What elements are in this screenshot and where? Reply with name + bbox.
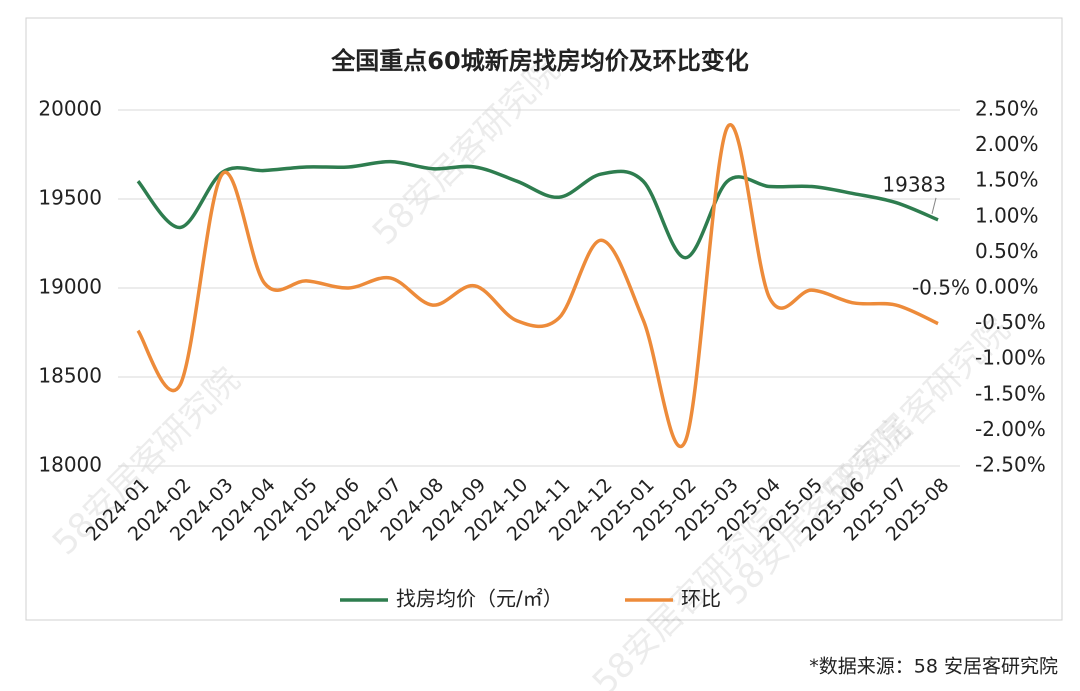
y2-tick-label: -1.00% xyxy=(975,346,1046,370)
legend-label: 环比 xyxy=(681,587,721,611)
y-tick-label: 18000 xyxy=(38,453,102,477)
data-label: -0.5% xyxy=(912,276,970,300)
chart-frame xyxy=(25,17,1063,621)
y2-tick-label: 0.50% xyxy=(975,239,1039,263)
y2-tick-label: -2.00% xyxy=(975,417,1046,441)
legend-label: 找房均价（元/㎡） xyxy=(396,587,563,611)
y2-tick-label: 2.00% xyxy=(975,132,1039,156)
y-tick-label: 19500 xyxy=(38,186,102,210)
y2-tick-label: 1.50% xyxy=(975,168,1039,192)
y2-tick-label: -0.50% xyxy=(975,310,1046,334)
y2-tick-label: 1.00% xyxy=(975,203,1039,227)
data-label: 19383 xyxy=(882,172,946,196)
y2-tick-label: -1.50% xyxy=(975,381,1046,405)
source-note: *数据来源：58 安居客研究院 xyxy=(809,656,1058,678)
label-leader xyxy=(931,197,937,214)
y2-tick-label: 0.00% xyxy=(975,275,1039,299)
y-tick-label: 20000 xyxy=(38,97,102,121)
y2-tick-label: 2.50% xyxy=(975,97,1039,121)
y-tick-label: 18500 xyxy=(38,364,102,388)
watermark: 58安居客研究院 xyxy=(365,50,568,253)
chart-title: 全国重点60城新房找房均价及环比变化 xyxy=(330,47,748,75)
series-line xyxy=(136,123,939,449)
y2-tick-label: -2.50% xyxy=(975,453,1046,477)
y-tick-label: 19000 xyxy=(38,275,102,299)
series-line xyxy=(136,159,939,260)
